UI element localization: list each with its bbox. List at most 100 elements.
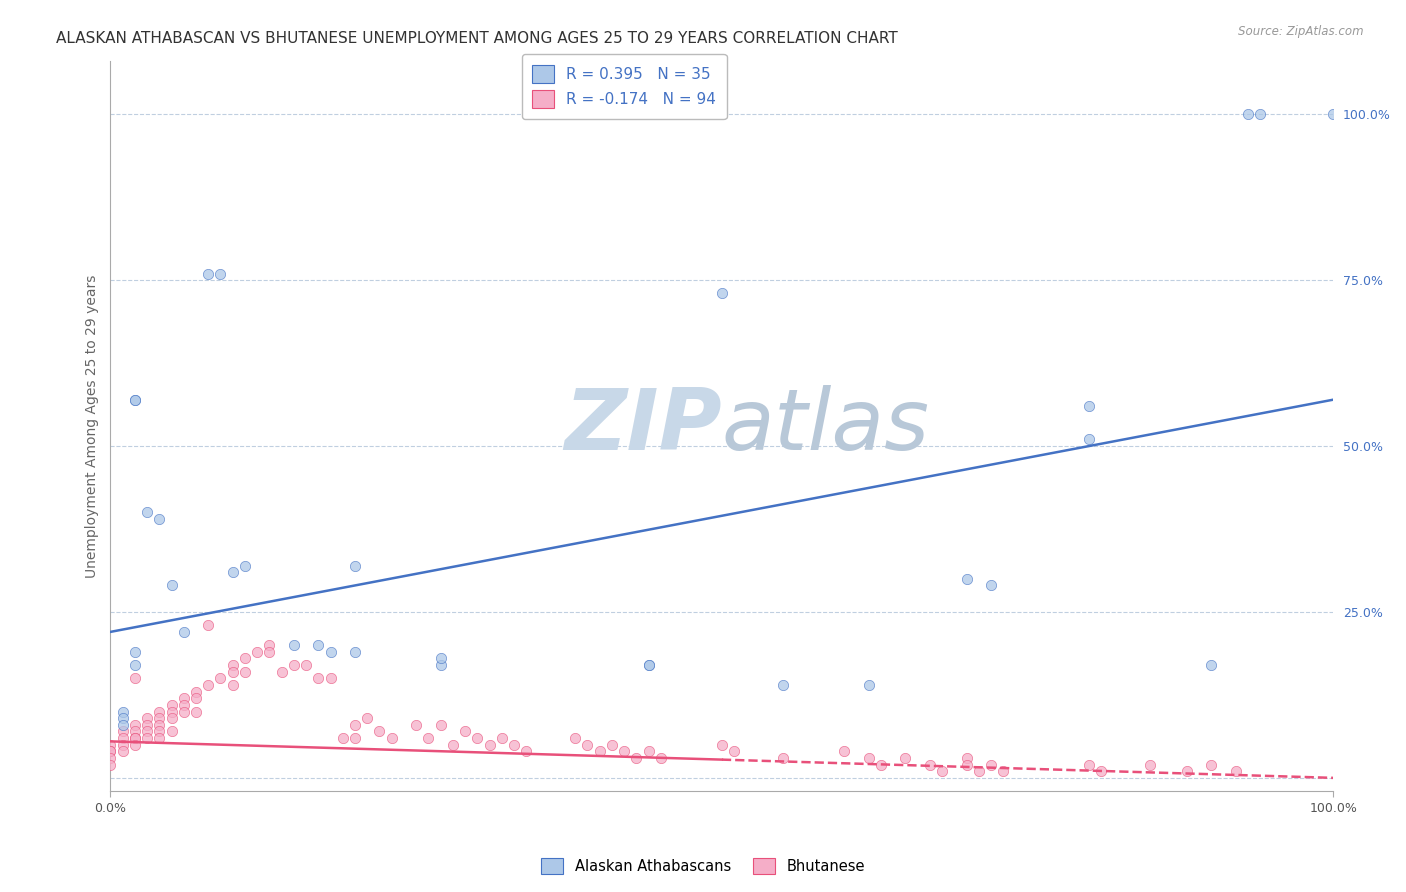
Point [381, 731, 404, 745]
Point [1199, 658, 1222, 673]
Point [124, 718, 146, 732]
Point [100, 757, 122, 772]
Point [637, 658, 659, 673]
Point [637, 744, 659, 758]
Point [418, 731, 440, 745]
Point [124, 658, 146, 673]
Point [148, 705, 170, 719]
Point [429, 651, 451, 665]
Point [100, 751, 122, 765]
Point [246, 645, 269, 659]
Point [148, 724, 170, 739]
Point [111, 711, 134, 725]
Point [124, 731, 146, 745]
Point [283, 638, 305, 652]
Point [173, 698, 195, 712]
Point [307, 638, 329, 652]
Point [503, 738, 526, 752]
Point [233, 558, 256, 573]
Point [100, 744, 122, 758]
Point [197, 267, 219, 281]
Point [136, 718, 159, 732]
Point [319, 671, 342, 685]
Point [576, 738, 599, 752]
Point [1175, 764, 1198, 779]
Point [111, 718, 134, 732]
Point [124, 645, 146, 659]
Text: atlas: atlas [721, 384, 929, 467]
Point [222, 565, 245, 579]
Point [356, 711, 378, 725]
Point [197, 618, 219, 632]
Point [772, 751, 794, 765]
Point [343, 645, 366, 659]
Point [148, 718, 170, 732]
Point [980, 757, 1002, 772]
Point [1199, 757, 1222, 772]
Text: ALASKAN ATHABASCAN VS BHUTANESE UNEMPLOYMENT AMONG AGES 25 TO 29 YEARS CORRELATI: ALASKAN ATHABASCAN VS BHUTANESE UNEMPLOY… [56, 31, 898, 46]
Point [184, 705, 207, 719]
Point [1077, 399, 1099, 413]
Point [918, 757, 941, 772]
Point [222, 665, 245, 679]
Point [233, 665, 256, 679]
Point [233, 651, 256, 665]
Point [564, 731, 586, 745]
Point [343, 718, 366, 732]
Point [343, 558, 366, 573]
Point [723, 744, 745, 758]
Point [173, 691, 195, 706]
Text: ZIP: ZIP [564, 384, 721, 467]
Point [931, 764, 953, 779]
Point [343, 731, 366, 745]
Point [160, 578, 183, 592]
Point [710, 738, 733, 752]
Point [637, 658, 659, 673]
Point [283, 658, 305, 673]
Point [124, 392, 146, 407]
Point [111, 738, 134, 752]
Point [600, 738, 623, 752]
Point [111, 744, 134, 758]
Point [100, 744, 122, 758]
Point [405, 718, 427, 732]
Point [626, 751, 648, 765]
Point [160, 724, 183, 739]
Point [148, 512, 170, 526]
Point [955, 751, 977, 765]
Point [1225, 764, 1247, 779]
Point [148, 711, 170, 725]
Point [955, 757, 977, 772]
Point [613, 744, 636, 758]
Point [454, 724, 477, 739]
Point [1090, 764, 1112, 779]
Point [429, 718, 451, 732]
Point [368, 724, 391, 739]
Point [1322, 107, 1344, 121]
Point [478, 738, 501, 752]
Point [429, 658, 451, 673]
Point [1236, 107, 1258, 121]
Point [1139, 757, 1161, 772]
Point [111, 724, 134, 739]
Point [184, 684, 207, 698]
Point [124, 392, 146, 407]
Point [295, 658, 318, 673]
Point [1077, 757, 1099, 772]
Point [465, 731, 488, 745]
Point [858, 751, 880, 765]
Point [136, 731, 159, 745]
Point [332, 731, 354, 745]
Point [1249, 107, 1271, 121]
Point [124, 724, 146, 739]
Point [967, 764, 990, 779]
Point [197, 678, 219, 692]
Point [124, 738, 146, 752]
Point [710, 286, 733, 301]
Point [270, 665, 292, 679]
Point [136, 711, 159, 725]
Point [222, 678, 245, 692]
Point [209, 267, 232, 281]
Point [955, 572, 977, 586]
Point [136, 724, 159, 739]
